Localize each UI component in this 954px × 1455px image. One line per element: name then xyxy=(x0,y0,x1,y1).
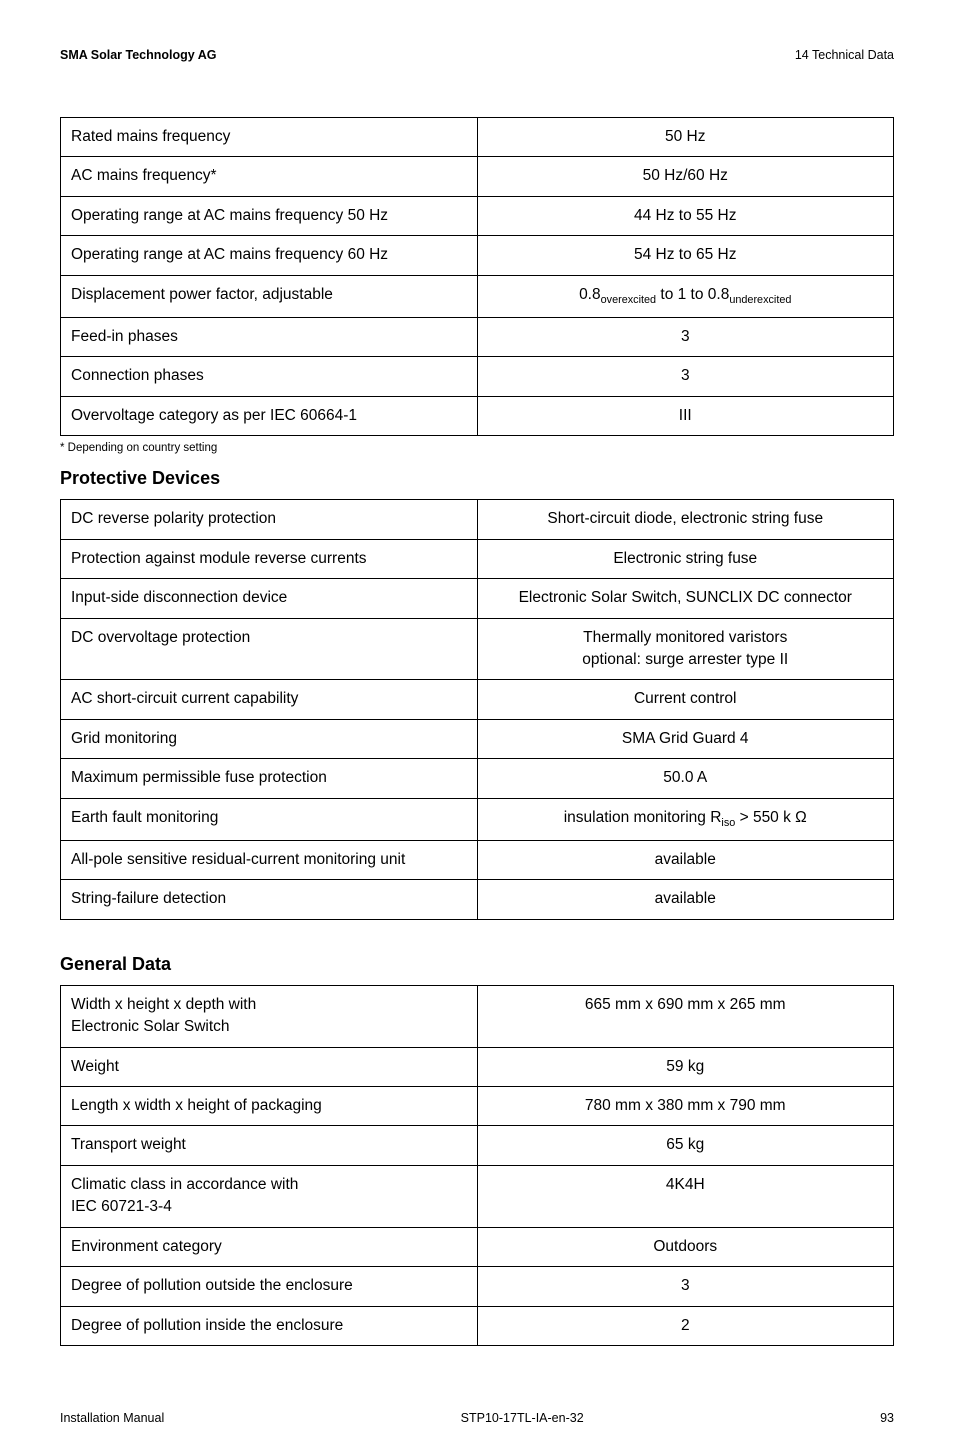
general-label: Length x width x height of packaging xyxy=(61,1087,478,1126)
mains-label: Operating range at AC mains frequency 60… xyxy=(61,236,478,275)
page-header: SMA Solar Technology AG 14 Technical Dat… xyxy=(60,48,894,62)
general-label: Transport weight xyxy=(61,1126,478,1165)
header-section: 14 Technical Data xyxy=(795,48,894,62)
mains-value: 0.8overexcited to 1 to 0.8underexcited xyxy=(477,275,894,317)
protective-value: available xyxy=(477,880,894,919)
protective-label: DC overvoltage protection xyxy=(61,618,478,680)
general-row: Degree of pollution outside the enclosur… xyxy=(61,1267,894,1306)
mains-value: 50 Hz xyxy=(477,118,894,157)
mains-label: AC mains frequency* xyxy=(61,157,478,196)
mains-label: Operating range at AC mains frequency 50… xyxy=(61,196,478,235)
general-label: Width x height x depth withElectronic So… xyxy=(61,985,478,1047)
general-row: Length x width x height of packaging780 … xyxy=(61,1087,894,1126)
protective-table: DC reverse polarity protectionShort-circ… xyxy=(60,499,894,920)
mains-row: Operating range at AC mains frequency 50… xyxy=(61,196,894,235)
general-value: 665 mm x 690 mm x 265 mm xyxy=(477,985,894,1047)
protective-value: insulation monitoring Riso > 550 k Ω xyxy=(477,798,894,840)
mains-label: Rated mains frequency xyxy=(61,118,478,157)
protective-value: Electronic string fuse xyxy=(477,539,894,578)
general-value: 3 xyxy=(477,1267,894,1306)
protective-label: All-pole sensitive residual-current moni… xyxy=(61,840,478,879)
mains-row: AC mains frequency*50 Hz/60 Hz xyxy=(61,157,894,196)
protective-row: DC overvoltage protectionThermally monit… xyxy=(61,618,894,680)
protective-label: Input-side disconnection device xyxy=(61,579,478,618)
protective-label: DC reverse polarity protection xyxy=(61,500,478,539)
mains-row: Overvoltage category as per IEC 60664-1I… xyxy=(61,396,894,435)
mains-footnote: * Depending on country setting xyxy=(60,442,894,454)
protective-row: AC short-circuit current capabilityCurre… xyxy=(61,680,894,719)
protective-label: Grid monitoring xyxy=(61,719,478,758)
protective-value: Electronic Solar Switch, SUNCLIX DC conn… xyxy=(477,579,894,618)
protective-label: AC short-circuit current capability xyxy=(61,680,478,719)
footer-center: STP10-17TL-IA-en-32 xyxy=(461,1411,584,1425)
protective-row: Earth fault monitoringinsulation monitor… xyxy=(61,798,894,840)
general-value: Outdoors xyxy=(477,1227,894,1266)
protective-row: All-pole sensitive residual-current moni… xyxy=(61,840,894,879)
protective-value: available xyxy=(477,840,894,879)
protective-row: Input-side disconnection deviceElectroni… xyxy=(61,579,894,618)
mains-value: III xyxy=(477,396,894,435)
protective-heading: Protective Devices xyxy=(60,468,894,489)
protective-value: Short-circuit diode, electronic string f… xyxy=(477,500,894,539)
mains-row: Displacement power factor, adjustable0.8… xyxy=(61,275,894,317)
protective-label: Earth fault monitoring xyxy=(61,798,478,840)
mains-label: Overvoltage category as per IEC 60664-1 xyxy=(61,396,478,435)
mains-label: Feed-in phases xyxy=(61,317,478,356)
general-row: Environment categoryOutdoors xyxy=(61,1227,894,1266)
general-label: Degree of pollution outside the enclosur… xyxy=(61,1267,478,1306)
mains-value: 54 Hz to 65 Hz xyxy=(477,236,894,275)
general-label: Degree of pollution inside the enclosure xyxy=(61,1306,478,1345)
protective-value: 50.0 A xyxy=(477,759,894,798)
general-label: Environment category xyxy=(61,1227,478,1266)
header-company: SMA Solar Technology AG xyxy=(60,48,217,62)
protective-row: String-failure detectionavailable xyxy=(61,880,894,919)
footer-right: 93 xyxy=(880,1411,894,1425)
protective-row: Grid monitoringSMA Grid Guard 4 xyxy=(61,719,894,758)
general-row: Width x height x depth withElectronic So… xyxy=(61,985,894,1047)
general-value: 4K4H xyxy=(477,1165,894,1227)
protective-label: String-failure detection xyxy=(61,880,478,919)
protective-label: Maximum permissible fuse protection xyxy=(61,759,478,798)
page-footer: Installation Manual STP10-17TL-IA-en-32 … xyxy=(60,1411,894,1425)
mains-value: 3 xyxy=(477,357,894,396)
mains-row: Operating range at AC mains frequency 60… xyxy=(61,236,894,275)
protective-value: Thermally monitored varistorsoptional: s… xyxy=(477,618,894,680)
mains-value: 3 xyxy=(477,317,894,356)
protective-value: SMA Grid Guard 4 xyxy=(477,719,894,758)
mains-label: Connection phases xyxy=(61,357,478,396)
general-value: 780 mm x 380 mm x 790 mm xyxy=(477,1087,894,1126)
general-value: 65 kg xyxy=(477,1126,894,1165)
footer-left: Installation Manual xyxy=(60,1411,164,1425)
general-row: Climatic class in accordance withIEC 607… xyxy=(61,1165,894,1227)
mains-value: 44 Hz to 55 Hz xyxy=(477,196,894,235)
general-label: Climatic class in accordance withIEC 607… xyxy=(61,1165,478,1227)
mains-row: Feed-in phases3 xyxy=(61,317,894,356)
general-value: 2 xyxy=(477,1306,894,1345)
general-row: Weight59 kg xyxy=(61,1047,894,1086)
general-value: 59 kg xyxy=(477,1047,894,1086)
general-table: Width x height x depth withElectronic So… xyxy=(60,985,894,1347)
protective-row: Maximum permissible fuse protection50.0 … xyxy=(61,759,894,798)
protective-label: Protection against module reverse curren… xyxy=(61,539,478,578)
protective-row: DC reverse polarity protectionShort-circ… xyxy=(61,500,894,539)
general-row: Transport weight65 kg xyxy=(61,1126,894,1165)
general-heading: General Data xyxy=(60,954,894,975)
mains-row: Rated mains frequency50 Hz xyxy=(61,118,894,157)
mains-value: 50 Hz/60 Hz xyxy=(477,157,894,196)
general-label: Weight xyxy=(61,1047,478,1086)
mains-row: Connection phases3 xyxy=(61,357,894,396)
protective-row: Protection against module reverse curren… xyxy=(61,539,894,578)
mains-label: Displacement power factor, adjustable xyxy=(61,275,478,317)
general-row: Degree of pollution inside the enclosure… xyxy=(61,1306,894,1345)
protective-value: Current control xyxy=(477,680,894,719)
mains-table: Rated mains frequency50 HzAC mains frequ… xyxy=(60,117,894,436)
